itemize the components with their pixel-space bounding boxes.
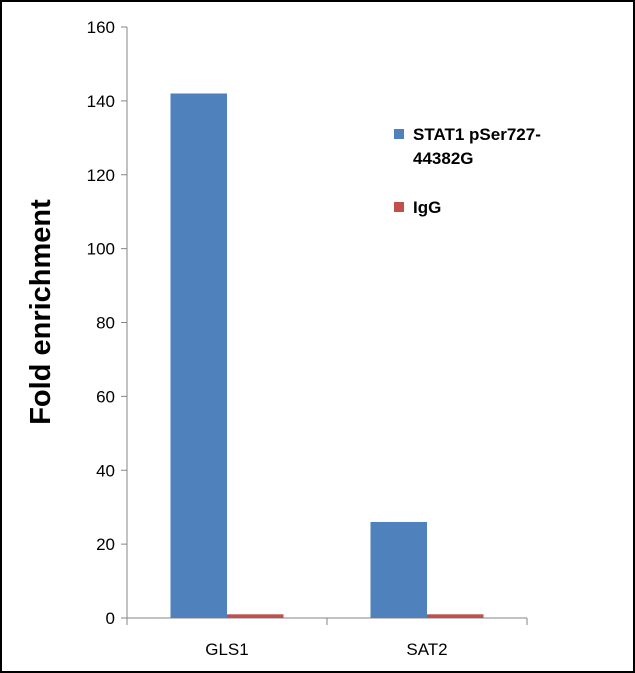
y-tick-label: 160 (87, 18, 115, 37)
y-tick-label: 120 (87, 166, 115, 185)
y-tick-label: 100 (87, 240, 115, 259)
x-tick-label: SAT2 (406, 640, 447, 659)
x-tick-label: GLS1 (205, 640, 248, 659)
legend-swatch (394, 129, 404, 139)
bar-sat2-igg (427, 614, 484, 618)
y-tick-label: 140 (87, 92, 115, 111)
legend-label: IgG (413, 198, 441, 217)
legend-swatch (394, 202, 404, 212)
bar-gls1-stat1 (170, 93, 227, 619)
legend-label: STAT1 pSer727- (413, 125, 541, 144)
bar-sat2-stat1 (370, 521, 427, 618)
y-tick-label: 20 (96, 535, 115, 554)
bar-gls1-igg (227, 614, 284, 618)
y-tick-label: 0 (106, 609, 115, 628)
y-tick-label: 80 (96, 314, 115, 333)
y-tick-label: 60 (96, 387, 115, 406)
legend-label: 44382G (413, 149, 474, 168)
y-axis-label: Fold enrichment (25, 199, 57, 425)
y-tick-label: 40 (96, 461, 115, 480)
